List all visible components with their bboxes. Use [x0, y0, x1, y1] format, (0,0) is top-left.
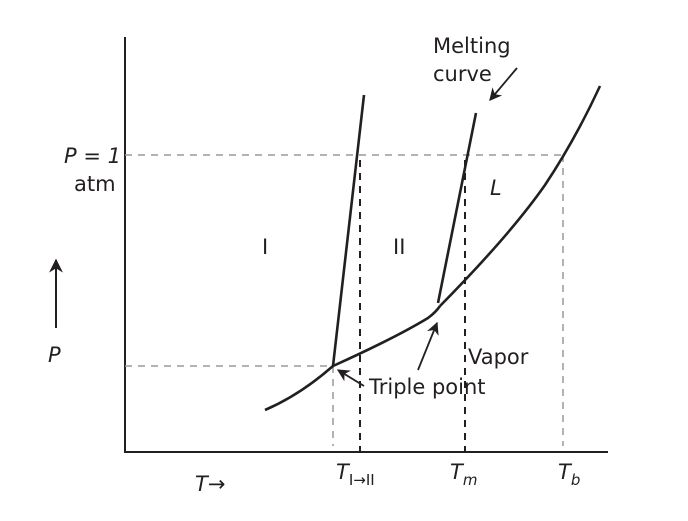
- p-equals-one-label: P = 1: [64, 146, 121, 167]
- region-label-phase-two: II: [393, 235, 406, 259]
- atm-label: atm: [74, 172, 116, 196]
- triple-point-pointer-arrow: [336, 369, 365, 387]
- region-label-vapor: Vapor: [468, 345, 529, 369]
- second-triple-point-pointer-arrow: [417, 321, 439, 371]
- melting-curve: [436, 112, 478, 304]
- solid-solid-boundary-curve: [331, 94, 366, 367]
- x-axis-label: T→: [195, 474, 225, 495]
- tick-subscript: m: [462, 471, 478, 489]
- p-equals-one-text: P = 1: [64, 144, 121, 168]
- y-axis-label: P: [48, 343, 61, 367]
- tick-main: T: [450, 460, 463, 484]
- melting-curve-label-line1: Melting: [433, 34, 511, 58]
- x-axis-arrow-icon: →: [207, 472, 226, 496]
- tick-main: T: [558, 460, 571, 484]
- tick-label-melting-temperature: Tm: [450, 460, 477, 488]
- vaporization-curve: [439, 85, 602, 307]
- melting-curve-pointer-arrow: [489, 67, 518, 101]
- region-label-phase-one: I: [262, 235, 269, 259]
- sublimation-curve-phase-two: [332, 305, 442, 368]
- tick-subscript: b: [570, 471, 581, 489]
- tick-label-transition-temperature: TI→II: [336, 460, 375, 488]
- melting-curve-label-line2: curve: [433, 62, 492, 86]
- tick-label-boiling-temperature: Tb: [558, 460, 580, 488]
- triple-point-label: Triple point: [369, 375, 486, 399]
- sublimation-curve-phase-one: [264, 365, 334, 412]
- x-axis-variable: T: [195, 472, 208, 496]
- tick-main: T: [336, 460, 349, 484]
- tick-subscript: I→II: [348, 471, 375, 489]
- region-label-liquid: L: [490, 176, 502, 200]
